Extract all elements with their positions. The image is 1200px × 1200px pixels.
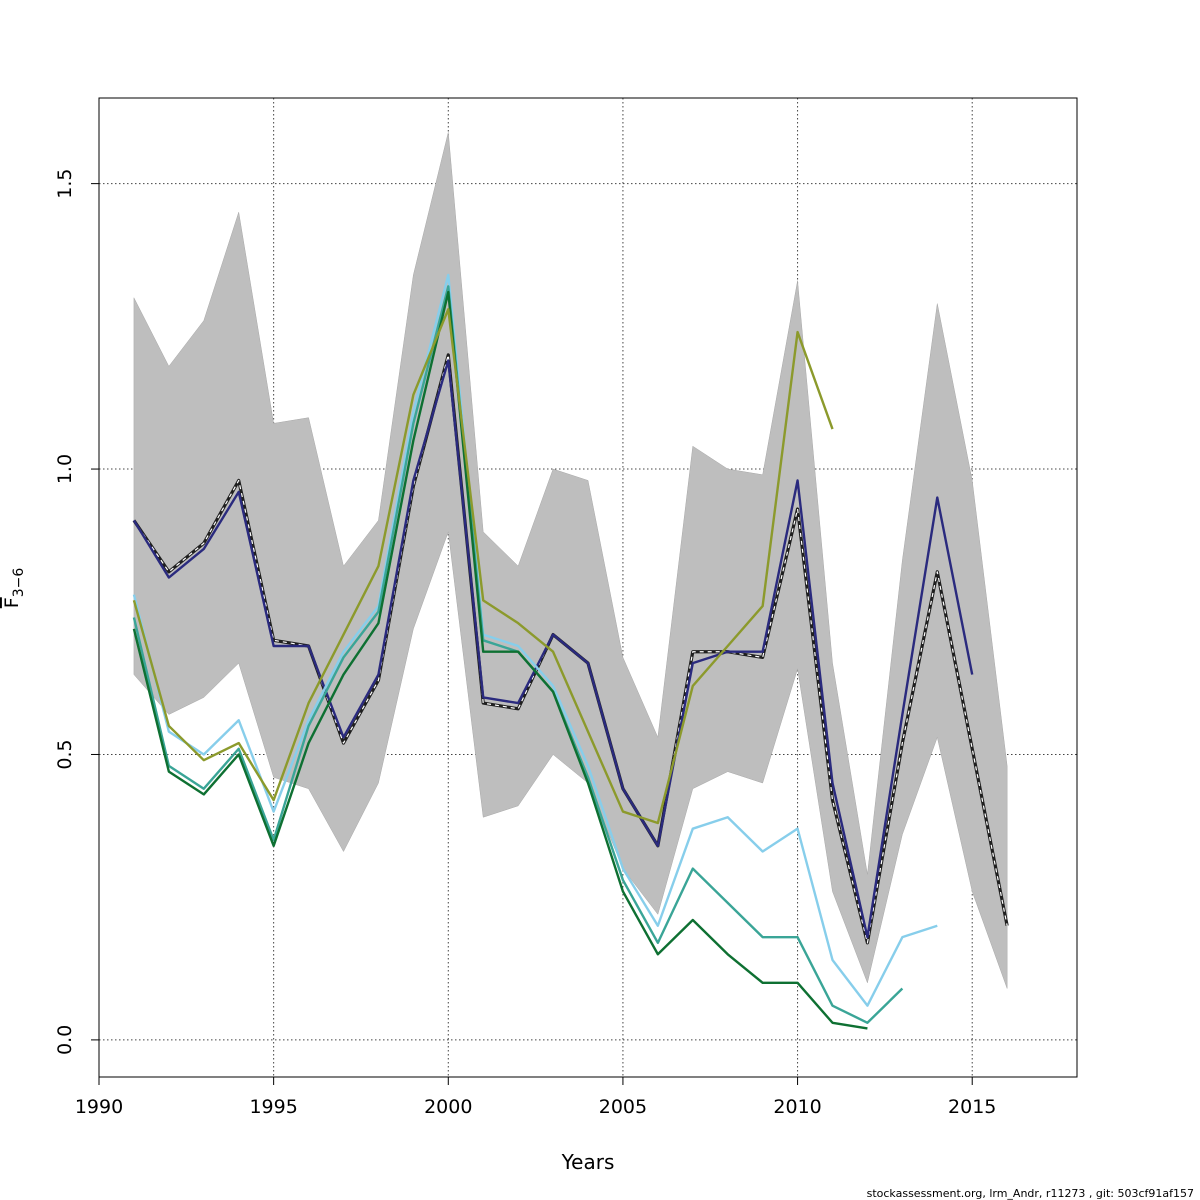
x-tick-label: 1990	[75, 1096, 123, 1118]
y-axis-title-subscript: 3−6	[11, 568, 27, 598]
y-tick-label: 1.0	[54, 454, 76, 484]
series-line-5	[132, 290, 868, 1030]
x-tick-label: 2000	[424, 1096, 472, 1118]
confidence-band-layer	[133, 132, 1008, 989]
confidence-band	[133, 132, 1008, 989]
x-tick-label: 1995	[249, 1096, 297, 1118]
y-axis-title-main: F	[1, 597, 23, 608]
x-tick-label: 2010	[773, 1096, 821, 1118]
series-line-3	[132, 273, 938, 1007]
plot-frame	[98, 97, 1078, 1078]
series-line-6	[132, 308, 834, 825]
y-axis-title: F3−6	[1, 568, 27, 609]
y-tick-label: 0.5	[54, 739, 76, 769]
axes: 1990 1995 2000 2005 2010 2015 0.0 0.5 1.0 1.5	[54, 169, 996, 1118]
series-lines	[132, 273, 1009, 1030]
series-line-2	[132, 359, 974, 939]
y-tick-label: 1.5	[54, 169, 76, 199]
x-tick-label: 2015	[948, 1096, 996, 1118]
x-axis-title: Years	[561, 1150, 615, 1174]
x-tick-label: 2005	[599, 1096, 647, 1118]
y-tick-label: 0.0	[54, 1025, 76, 1055]
footer-credit: stockassessment.org, lrm_Andr, r11273 , …	[867, 1187, 1194, 1200]
